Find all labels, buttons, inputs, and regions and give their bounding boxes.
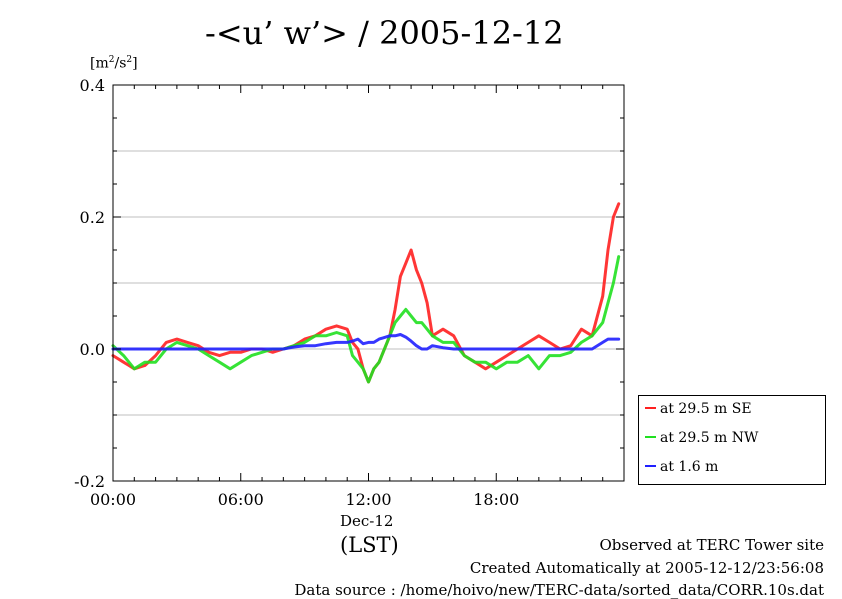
series-line-2 — [111, 333, 621, 351]
series-line-0 — [111, 202, 621, 384]
y-tick-label: -0.2 — [74, 472, 105, 491]
legend-swatch — [645, 436, 656, 438]
ticks-layer: 00:00 06:00 12:00 18:00 -0.2 0.0 0.2 0.4 — [74, 76, 625, 509]
chart-title: -<u’ w’> / 2005-12-12 — [205, 14, 564, 52]
y-tick-label: 0.2 — [80, 208, 105, 227]
legend-item-16m: at 1.6 m — [645, 459, 718, 475]
footer-created: Created Automatically at 2005-12-12/23:5… — [469, 559, 824, 577]
legend-label: at 1.6 m — [660, 459, 719, 475]
x-axis-label: (LST) — [340, 533, 399, 557]
legend-item-se: at 29.5 m SE — [645, 401, 752, 417]
footer-source: Data source : /home/hoivo/new/TERC-data/… — [294, 581, 824, 599]
grid-lines — [113, 150, 624, 416]
legend-swatch — [645, 407, 656, 409]
x-tick-label: 18:00 — [473, 490, 519, 509]
date-label: Dec-12 — [340, 512, 394, 530]
series-layer — [111, 202, 621, 384]
x-tick-label: 00:00 — [90, 490, 136, 509]
legend-label: at 29.5 m SE — [660, 401, 752, 417]
x-tick-label: 06:00 — [218, 490, 264, 509]
legend-swatch — [645, 465, 656, 467]
legend-label: at 29.5 m NW — [660, 430, 759, 446]
x-tick-label: 12:00 — [345, 490, 391, 509]
y-axis-unit: [m2/s2] — [90, 55, 138, 72]
legend-item-nw: at 29.5 m NW — [645, 430, 758, 446]
y-tick-label: 0.4 — [80, 76, 105, 95]
y-tick-label: 0.0 — [80, 340, 105, 359]
footer-observed: Observed at TERC Tower site — [599, 536, 824, 554]
series-line-1 — [111, 255, 621, 384]
legend: at 29.5 m SE at 29.5 m NW at 1.6 m — [638, 395, 826, 485]
